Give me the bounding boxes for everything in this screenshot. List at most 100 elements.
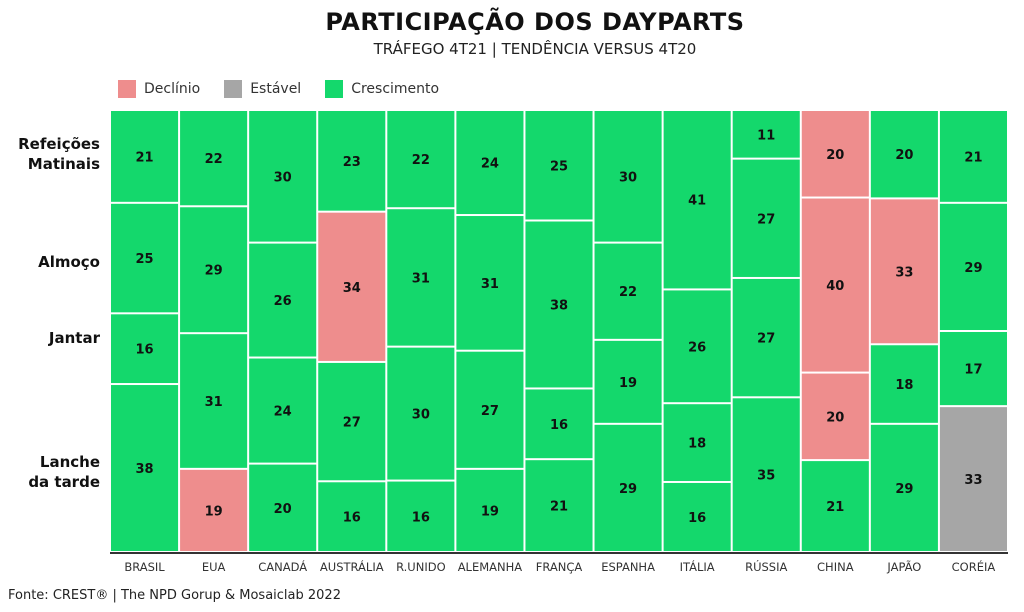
mosaic-cell [180, 111, 248, 206]
mosaic-cell [594, 111, 662, 242]
cell-value-label: 31 [412, 271, 430, 286]
cell-value-label: 16 [343, 511, 361, 526]
mosaic-cell [111, 385, 179, 551]
x-tick-label: ITÁLIA [680, 559, 715, 574]
x-tick-label: RÚSSIA [745, 559, 787, 574]
cell-value-label: 20 [895, 148, 913, 163]
mosaic-cell [249, 243, 317, 357]
mosaic-cell [801, 461, 869, 551]
cell-value-label: 21 [826, 500, 844, 515]
chart-subtitle: TRÁFEGO 4T21 | TENDÊNCIA VERSUS 4T20 [373, 40, 697, 58]
mosaic-cell [663, 404, 731, 481]
x-tick-label: CHINA [817, 560, 854, 574]
mosaic-cell [456, 216, 524, 350]
x-tick-label: ESPANHA [601, 560, 655, 574]
cell-value-label: 21 [550, 500, 568, 515]
legend-declinio: Declínio [118, 80, 200, 98]
x-tick-label: JAPÃO [886, 559, 921, 574]
cell-value-label: 24 [481, 157, 499, 172]
mosaic-cell [387, 481, 455, 551]
mosaic-cell [594, 340, 662, 423]
mosaic-cell [663, 111, 731, 289]
mosaic-cell [870, 345, 938, 423]
mosaic-cell [456, 111, 524, 215]
cell-value-label: 30 [412, 408, 430, 423]
legend-label: Crescimento [351, 81, 440, 97]
mosaic-cell [594, 243, 662, 339]
cell-value-label: 19 [481, 504, 499, 519]
cell-value-label: 38 [135, 462, 153, 477]
cell-value-label: 16 [550, 418, 568, 433]
cell-value-label: 30 [274, 170, 292, 185]
mosaic-cell [594, 424, 662, 551]
mosaic-cell [318, 111, 386, 211]
mosaic-cell [801, 373, 869, 460]
mosaic-cell [180, 207, 248, 333]
mosaic-cell [870, 424, 938, 551]
cell-value-label: 19 [619, 376, 637, 391]
cell-value-label: 18 [688, 437, 706, 452]
cell-value-label: 38 [550, 298, 568, 313]
mosaic-cell [387, 209, 455, 346]
x-tick-label: CORÉIA [952, 559, 996, 574]
cell-value-label: 27 [481, 404, 499, 419]
cell-value-label: 41 [688, 194, 706, 209]
cell-value-label: 29 [964, 261, 982, 276]
cell-value-label: 11 [757, 128, 775, 143]
mosaic-cell [525, 389, 593, 459]
cell-value-label: 29 [205, 264, 223, 279]
cell-value-label: 24 [274, 405, 292, 420]
cell-value-label: 22 [619, 285, 637, 300]
mosaic-cell [870, 111, 938, 198]
mosaic-cell [939, 111, 1007, 202]
mosaic-cell [801, 198, 869, 372]
mosaic-cell [387, 111, 455, 208]
row-label-lunch: Almoço [38, 253, 100, 271]
cell-value-label: 31 [205, 395, 223, 410]
cell-value-label: 27 [757, 332, 775, 347]
mosaic-cell [180, 334, 248, 468]
cell-value-label: 16 [135, 343, 153, 358]
mosaic-cell [249, 464, 317, 551]
mosaic-cell [663, 290, 731, 403]
cell-value-label: 23 [343, 155, 361, 170]
cell-value-label: 33 [964, 473, 982, 488]
mosaic-cell [456, 469, 524, 551]
cell-value-label: 25 [550, 159, 568, 174]
source-footer: Fonte: CREST® | The NPD Gorup & Mosaicla… [8, 588, 341, 603]
x-tick-label: R.UNIDO [396, 560, 446, 574]
mosaic-cell [939, 203, 1007, 330]
mosaic-cell [249, 111, 317, 242]
mosaic-cell [732, 398, 800, 551]
x-tick-label: ALEMANHA [458, 560, 523, 574]
cell-value-label: 18 [895, 378, 913, 393]
cell-value-label: 35 [757, 469, 775, 484]
cell-value-label: 29 [619, 482, 637, 497]
legend-label: Estável [250, 81, 302, 97]
cell-value-label: 27 [343, 416, 361, 431]
cell-value-label: 30 [619, 170, 637, 185]
mosaic-cell [318, 482, 386, 551]
legend-estavel: Estável [224, 80, 301, 98]
legend: Declínio Estável Crescimento [118, 80, 439, 98]
x-tick-label: FRANÇA [536, 560, 583, 574]
legend-crescimento: Crescimento [325, 80, 439, 98]
legend-swatch [325, 80, 344, 98]
mosaic-cell [318, 362, 386, 481]
cell-value-label: 20 [826, 148, 844, 163]
cell-value-label: 26 [688, 340, 706, 355]
x-tick-label: AUSTRÁLIA [320, 559, 384, 574]
legend-swatch [118, 80, 136, 98]
row-label-snack: Lanche da tarde [28, 453, 100, 491]
mosaic-cell [870, 199, 938, 344]
cell-value-label: 21 [964, 150, 982, 165]
mosaic-cell [456, 351, 524, 468]
mosaic-cell [525, 111, 593, 220]
mosaic-cell [801, 111, 869, 197]
cell-value-label: 27 [757, 212, 775, 227]
row-label-dinner: Jantar [48, 329, 100, 347]
mosaic-cell [249, 358, 317, 463]
cell-value-label: 29 [895, 482, 913, 497]
mosaic-cell [387, 347, 455, 480]
